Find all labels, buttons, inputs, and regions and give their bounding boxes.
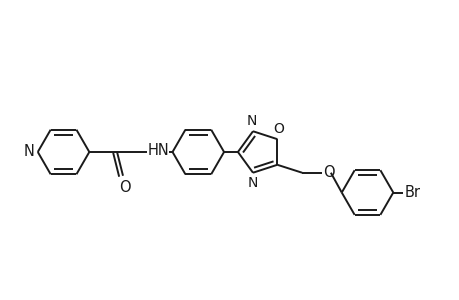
Text: O: O [119, 180, 130, 195]
Text: HN: HN [147, 143, 169, 158]
Text: Br: Br [403, 185, 419, 200]
Text: O: O [272, 122, 283, 136]
Text: N: N [247, 176, 257, 190]
Text: N: N [24, 145, 35, 160]
Text: O: O [322, 165, 334, 180]
Text: N: N [246, 114, 257, 128]
